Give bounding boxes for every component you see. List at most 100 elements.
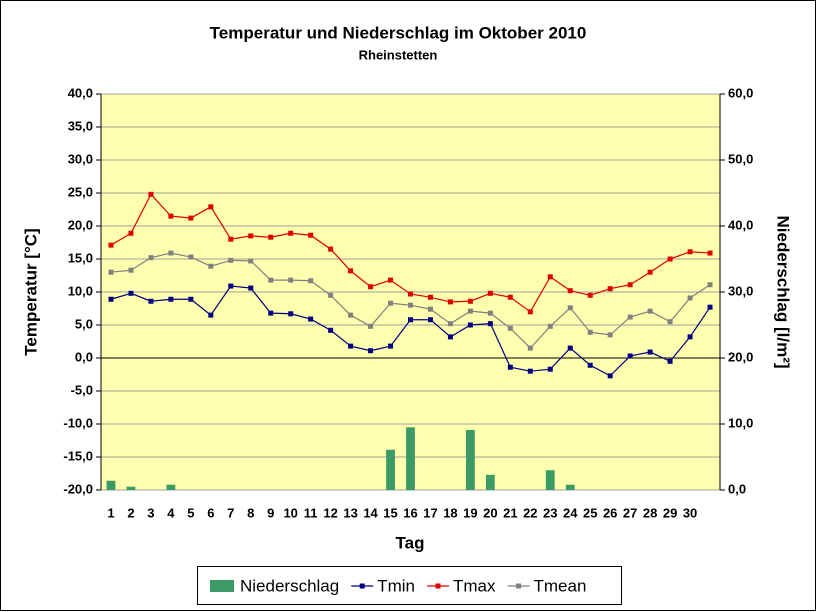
bar [106,480,116,490]
marker [188,215,194,221]
x-tick-label: 1 [107,505,114,520]
marker [707,304,713,310]
marker [408,317,413,323]
y-tick-label: -5,0 [71,382,93,397]
marker [388,277,394,283]
marker [148,255,154,261]
marker [687,334,693,340]
marker [447,334,453,340]
marker [507,294,513,300]
marker [268,277,274,283]
marker [467,298,473,304]
marker [487,290,493,296]
legend-label: Niederschlag [240,576,339,595]
y2-tick-label: 50,0 [728,151,753,166]
marker [627,282,633,288]
y2-axis-label: Niederschlag [l/m²] [774,215,793,368]
y-tick-label: 40,0 [68,85,93,100]
marker [547,366,553,372]
marker [627,314,633,320]
marker [148,298,154,304]
bar [386,449,395,490]
y-tick-label: -10,0 [63,415,93,430]
marker [388,300,394,306]
marker [308,316,314,322]
legend-swatch [435,583,441,589]
marker [408,302,413,308]
marker [467,308,473,314]
marker [707,250,713,256]
marker [188,254,194,260]
marker [288,311,294,317]
bar [166,484,176,490]
y-axis-label: Temperatur [°C] [21,228,40,355]
marker [427,306,433,312]
bar [406,427,415,490]
marker [228,283,234,289]
marker [567,305,573,311]
bar [565,484,575,490]
marker [168,213,174,219]
marker [108,269,114,275]
marker [208,263,214,269]
marker [487,310,493,316]
marker [707,282,713,288]
x-tick-label: 9 [267,505,274,520]
marker [308,232,314,238]
marker [667,256,673,262]
x-tick-label: 10 [283,505,297,520]
marker [547,274,553,280]
marker [328,327,334,333]
y-tick-label: 10,0 [68,283,93,298]
x-tick-label: 21 [503,505,517,520]
marker [567,288,573,294]
marker [288,230,294,236]
x-tick-label: 17 [423,505,437,520]
x-tick-label: 23 [543,505,557,520]
x-tick-label: 29 [663,505,677,520]
marker [308,278,314,284]
legend-label: Tmax [453,576,496,595]
marker [208,204,214,210]
marker [607,332,613,338]
marker [348,343,354,349]
marker [467,322,473,328]
legend [197,566,622,605]
marker [128,230,134,236]
x-tick-label: 26 [603,505,617,520]
marker [527,345,533,351]
marker [368,323,374,329]
legend-label: Tmean [534,576,587,595]
marker [388,343,394,349]
marker [348,268,354,274]
x-tick-label: 20 [483,505,497,520]
marker [288,277,294,283]
marker [567,345,573,351]
marker [188,296,194,302]
x-tick-label: 7 [227,505,234,520]
marker [408,291,413,297]
marker [627,353,633,359]
x-tick-label: 12 [323,505,337,520]
y-tick-label: 15,0 [68,250,93,265]
marker [128,290,134,296]
x-tick-label: 15 [383,505,397,520]
marker [447,299,453,305]
marker [647,269,653,275]
y-tick-label: 0,0 [75,349,93,364]
marker [368,348,374,354]
marker [328,292,334,298]
marker [587,292,593,298]
marker [427,317,433,323]
x-tick-label: 30 [683,505,697,520]
marker [487,321,493,327]
marker [447,321,453,327]
marker [607,373,613,379]
marker [667,358,673,364]
marker [607,286,613,292]
x-axis-label: Tag [396,533,425,552]
y-tick-label: 5,0 [75,316,93,331]
marker [587,362,593,368]
marker [148,191,154,197]
